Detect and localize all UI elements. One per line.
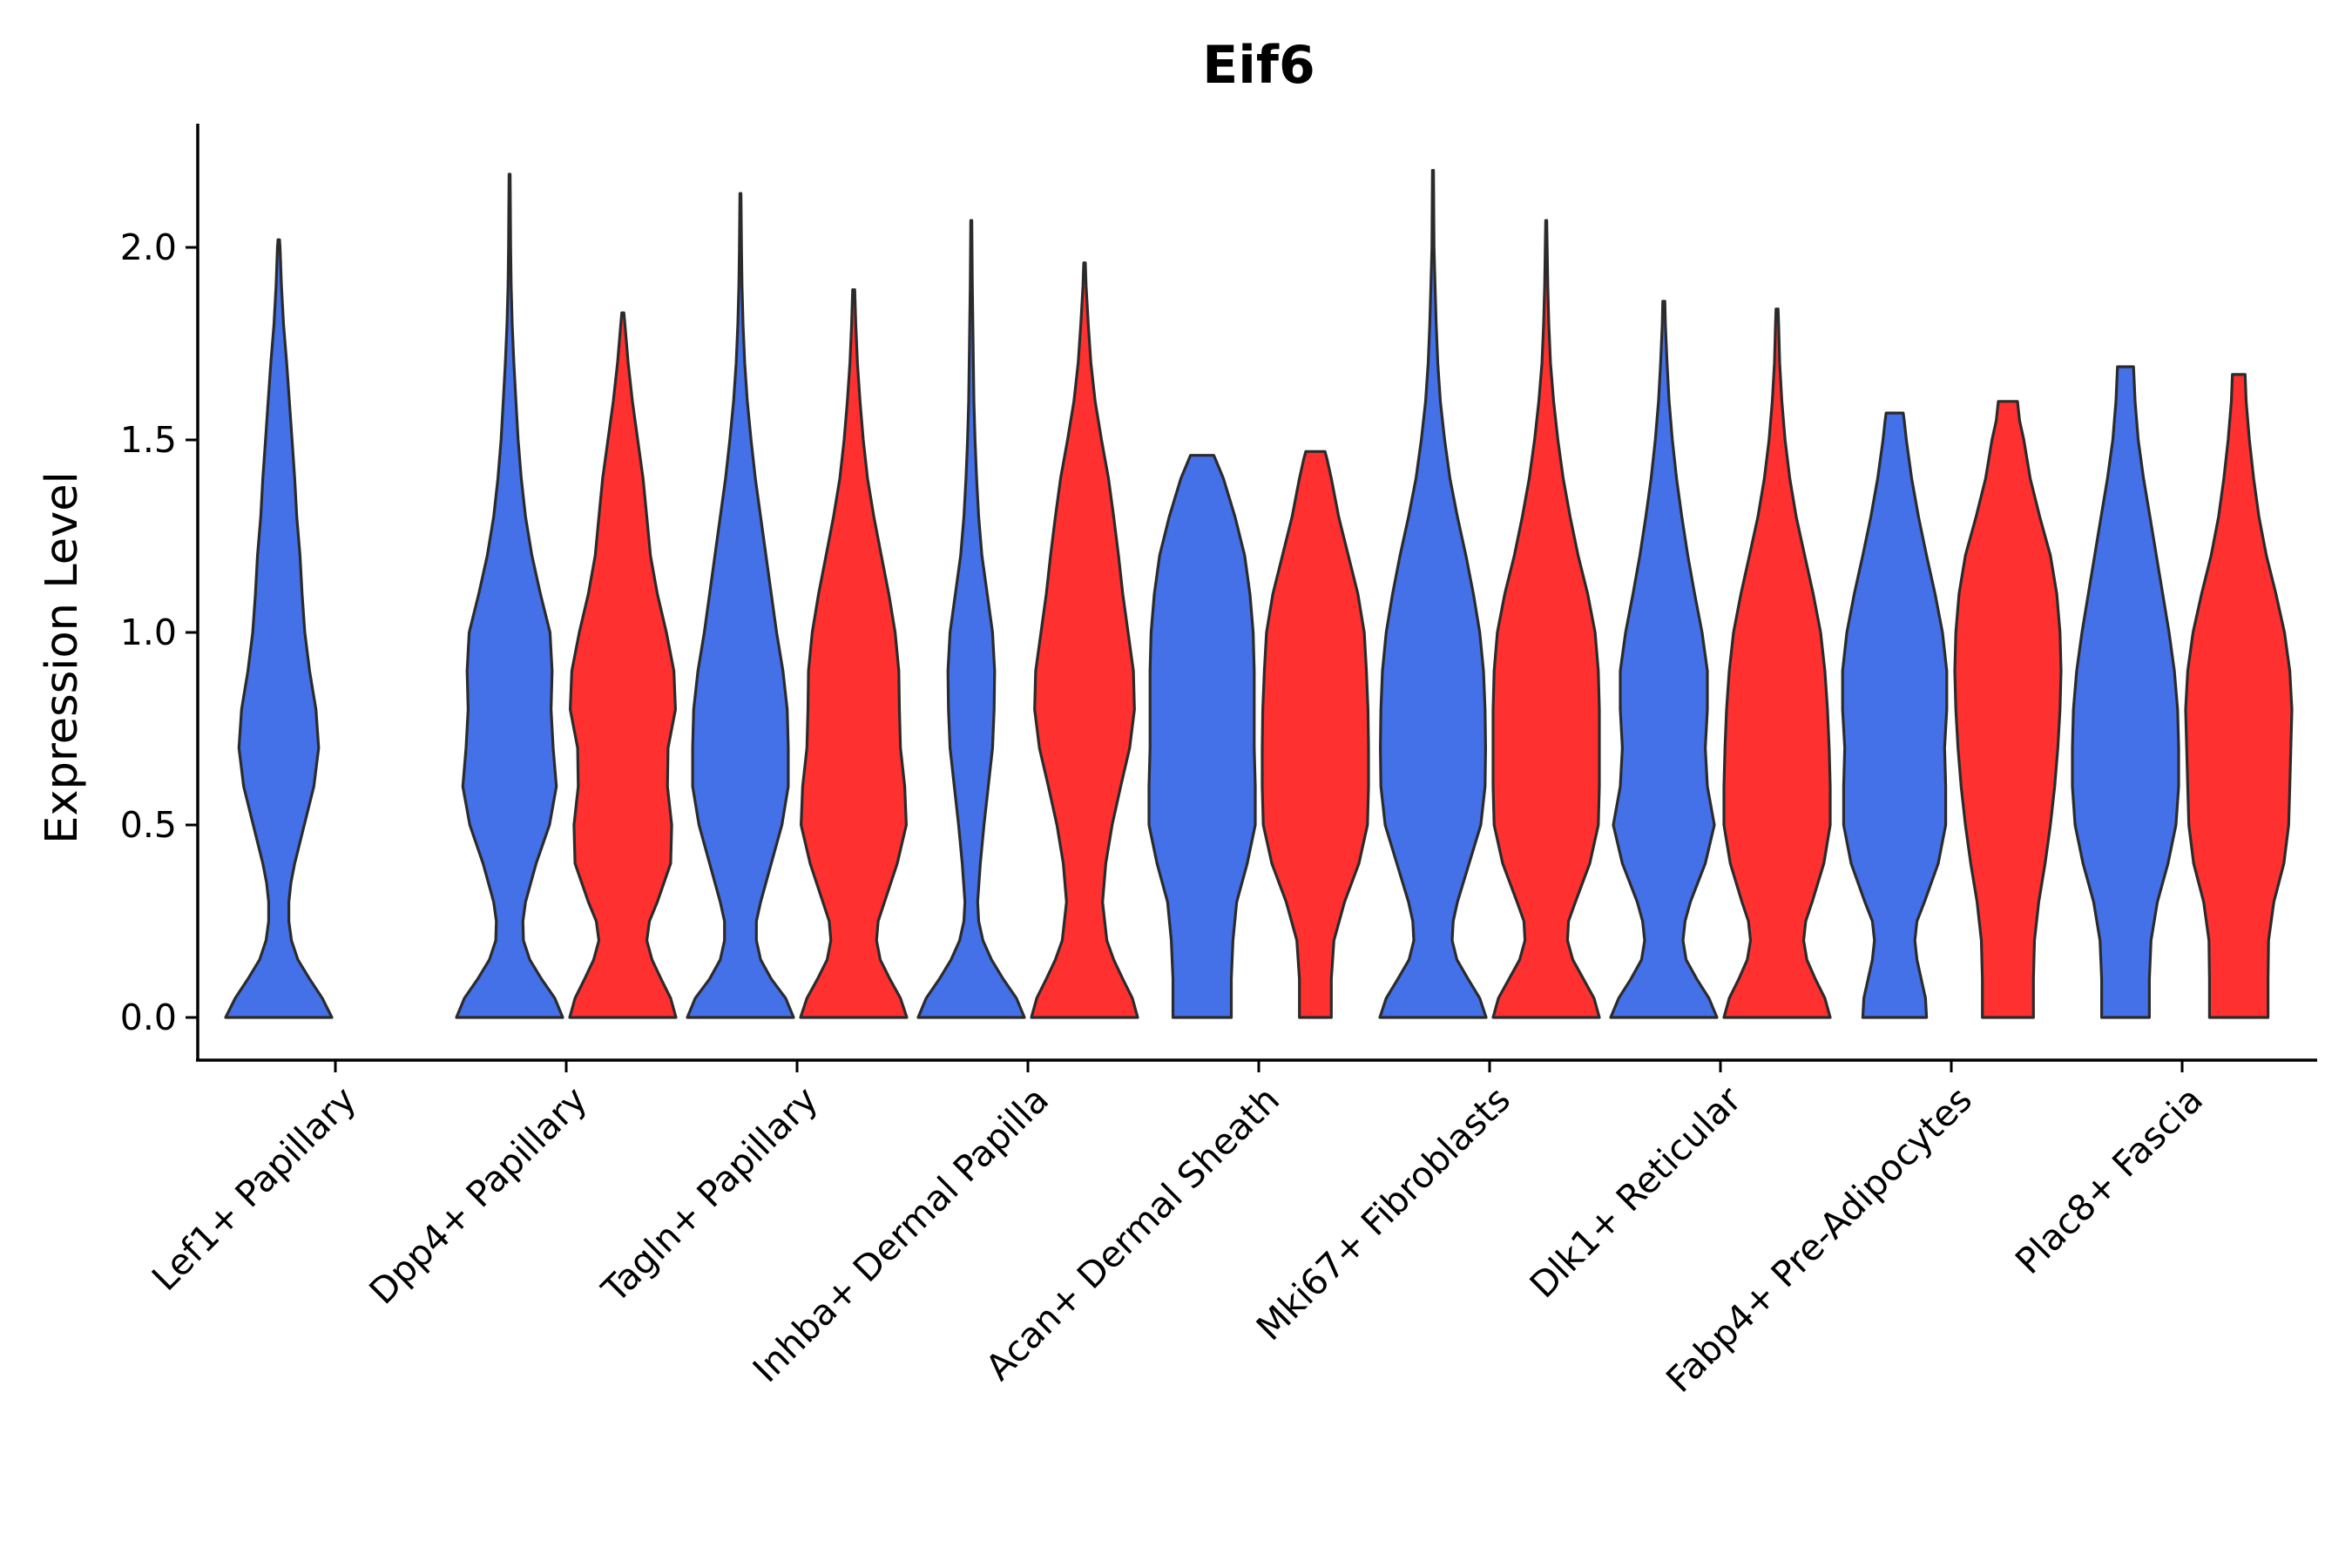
x-tick-label: Mki67+ Fibroblasts bbox=[1248, 1078, 1518, 1348]
violin-red bbox=[799, 288, 909, 1019]
y-tick-label: 0.5 bbox=[120, 804, 177, 846]
violin-red bbox=[1953, 400, 2063, 1019]
x-tick-label: Tagln+ Papillary bbox=[593, 1078, 826, 1311]
violin-red bbox=[1722, 308, 1832, 1019]
violin-red bbox=[2184, 373, 2294, 1019]
y-tick-label: 1.5 bbox=[120, 419, 177, 461]
y-axis-label: Expression Level bbox=[37, 471, 88, 844]
chart-title: Eif6 bbox=[1202, 35, 1315, 96]
x-tick-label: Lef1+ Papillary bbox=[144, 1078, 364, 1299]
violin-red bbox=[1491, 219, 1601, 1019]
y-tick-label: 0.0 bbox=[120, 997, 177, 1038]
violin-blue bbox=[224, 238, 334, 1019]
violins-layer bbox=[224, 169, 2294, 1019]
x-tick-label: Plac8+ Fascia bbox=[2007, 1078, 2211, 1282]
y-tick-label: 1.0 bbox=[120, 612, 177, 653]
violin-red bbox=[1260, 449, 1370, 1019]
violin-blue bbox=[455, 172, 564, 1019]
violin-blue bbox=[916, 219, 1026, 1019]
x-tick-label: Dlk1+ Reticular bbox=[1522, 1078, 1749, 1306]
violin-red bbox=[1030, 261, 1139, 1019]
violin-blue bbox=[1609, 300, 1719, 1019]
violin-red bbox=[568, 311, 678, 1019]
violin-blue bbox=[686, 192, 795, 1019]
y-axis-ticks: 0.0 0.5 1.0 1.5 2.0 bbox=[120, 226, 198, 1038]
violin-blue bbox=[2071, 365, 2180, 1019]
violin-blue bbox=[1147, 454, 1257, 1019]
x-tick-label: Dpp4+ Papillary bbox=[362, 1078, 595, 1312]
violin-blue bbox=[1841, 411, 1949, 1019]
y-tick-label: 2.0 bbox=[120, 226, 177, 268]
violin-blue bbox=[1378, 169, 1488, 1019]
